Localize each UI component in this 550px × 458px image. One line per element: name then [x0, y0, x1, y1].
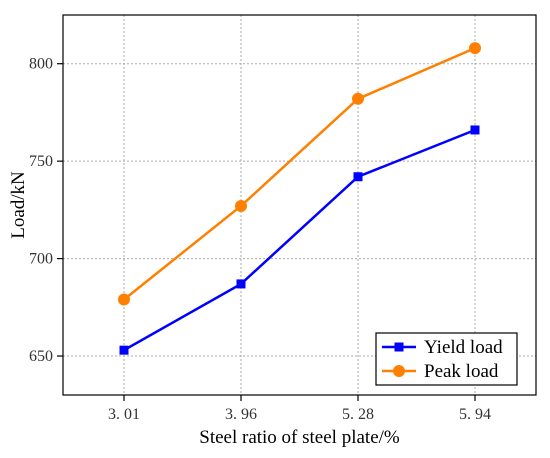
- peak-load-point: [235, 199, 247, 212]
- peak-load-point: [469, 42, 481, 55]
- plot-frame: [62, 14, 537, 396]
- x-axis-title: Steel ratio of steel plate/%: [199, 427, 400, 448]
- yield-load-point: [470, 125, 480, 135]
- legend-yield-load-label: Yield load: [424, 337, 503, 358]
- y-tick-label: 700: [29, 251, 53, 268]
- y-tick-label: 800: [29, 56, 53, 73]
- axis-ticks: 650 700 750 800 3. 01 3. 96 5. 28 5. 94: [29, 56, 491, 423]
- peak-load-point: [118, 293, 130, 306]
- yield-load-point: [236, 279, 246, 289]
- legend-peak-load-marker: [393, 365, 405, 377]
- yield-load-point: [353, 172, 363, 182]
- legend-peak-load-label: Peak load: [424, 361, 499, 382]
- x-tick-label: 3. 01: [108, 406, 140, 423]
- yield-load-point: [119, 345, 129, 355]
- x-tick-label: 5. 94: [459, 406, 491, 423]
- peak-load-point: [352, 92, 364, 105]
- y-tick-label: 750: [29, 153, 53, 170]
- y-tick-label: 650: [29, 348, 53, 365]
- peak-load-line: [123, 46, 476, 301]
- y-axis-title: Load/kN: [8, 171, 29, 239]
- yield-load-line: [123, 128, 476, 352]
- legend: Yield load Peak load: [375, 332, 518, 386]
- x-tick-label: 5. 28: [342, 406, 374, 423]
- x-tick-label: 3. 96: [225, 406, 257, 423]
- series-layer: [118, 42, 481, 355]
- legend-yield-load-marker: [394, 342, 404, 352]
